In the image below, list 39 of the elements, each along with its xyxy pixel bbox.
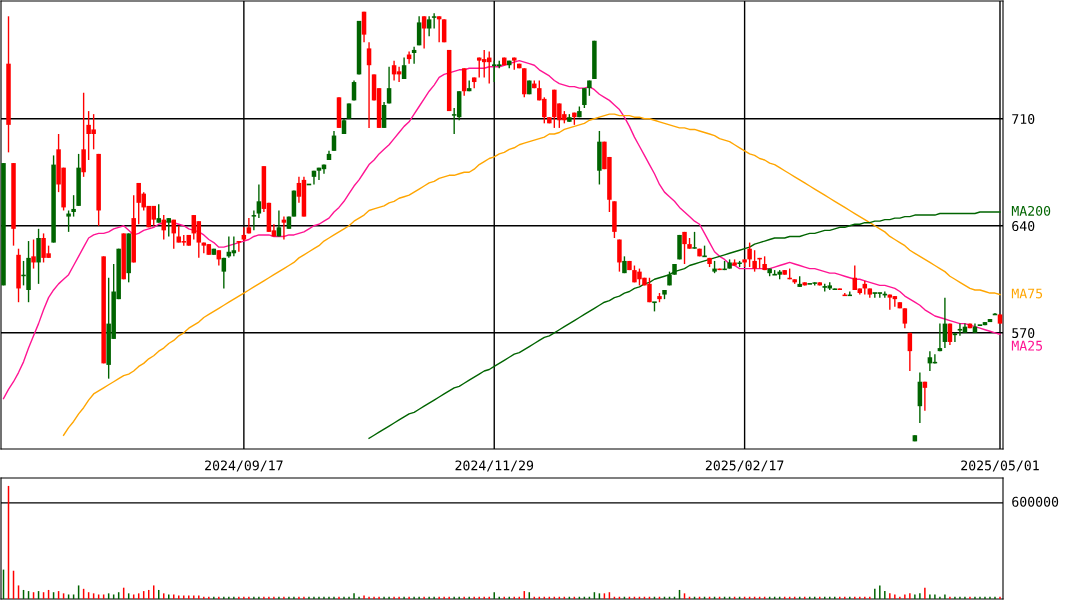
candlestick [161, 214, 166, 241]
x-tick-label: 2025/02/17 [705, 460, 784, 472]
candlestick [401, 56, 407, 80]
candlestick [71, 194, 76, 218]
candlestick [256, 183, 262, 219]
candlestick [902, 307, 908, 329]
candlestick [81, 92, 86, 178]
series-label: MA75 [1011, 288, 1043, 299]
candlestick [421, 15, 427, 50]
line-series [2, 59, 1001, 400]
series-label: MA200 [1011, 205, 1051, 216]
candlestick [426, 15, 432, 37]
candlestick [871, 292, 878, 299]
candlestick [66, 209, 71, 233]
candlestick [166, 217, 171, 238]
text: 600000 [1012, 496, 1059, 507]
x-tick-label: 2025/05/01 [961, 460, 1039, 472]
candlestick [31, 238, 36, 270]
candlestick [221, 257, 227, 290]
candlestick [241, 226, 247, 242]
x-tick-label: 2024/11/29 [455, 460, 534, 472]
candlestick [747, 241, 752, 268]
candlestick [431, 12, 437, 30]
line-series [368, 211, 1001, 439]
x-tick-label: 2024/09/17 [205, 460, 283, 472]
candlestick [156, 203, 161, 224]
y-tick-label: 640 [1012, 221, 1035, 231]
series-label: MA25 [1011, 340, 1043, 351]
candlestick [582, 87, 587, 109]
candlestick [251, 209, 257, 232]
candlestick [752, 249, 757, 273]
candlestick [617, 238, 622, 273]
candlestick [951, 332, 959, 343]
candlestick [876, 292, 883, 299]
candlestick [682, 231, 687, 265]
candlestick [236, 240, 242, 253]
y-tick-label: 710 [1012, 113, 1035, 124]
y-tick-label: 570 [1012, 328, 1035, 339]
line-series [62, 113, 1001, 436]
